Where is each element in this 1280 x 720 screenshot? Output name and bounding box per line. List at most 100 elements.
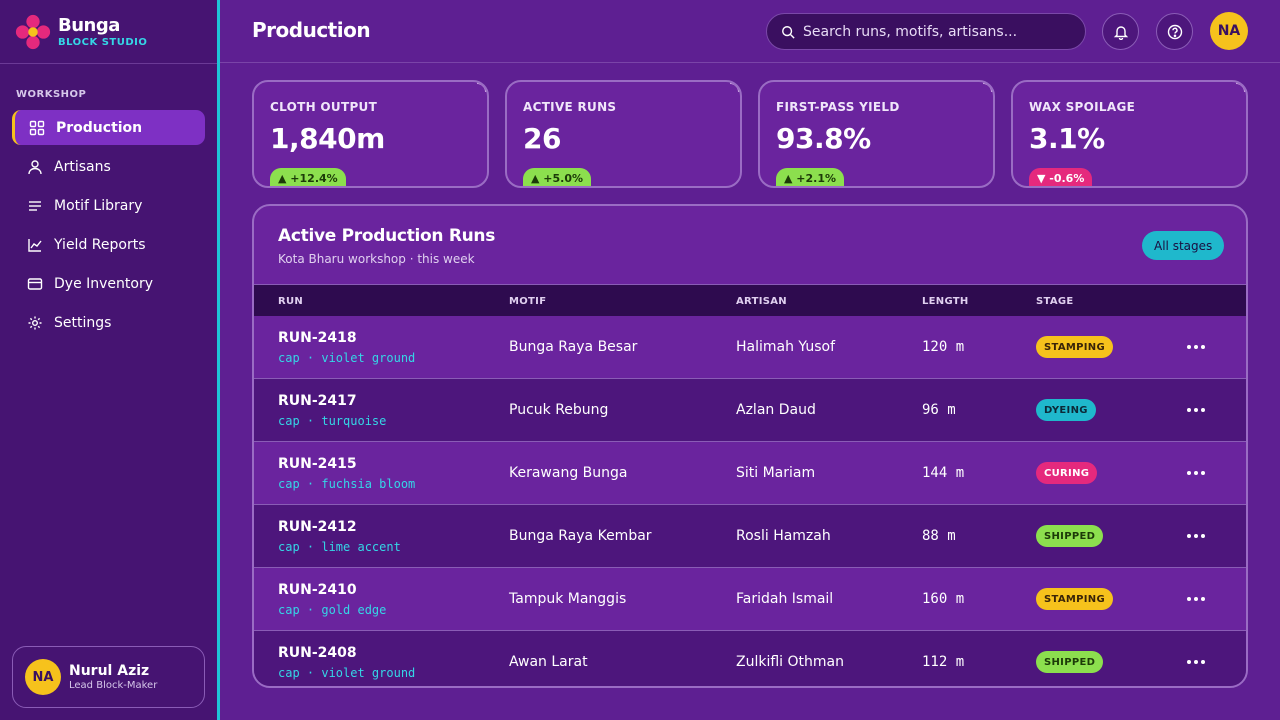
brand-subtitle: BLOCK STUDIO (58, 36, 148, 48)
run-detail: cap · violet ground (278, 351, 416, 365)
flower-logo-icon (15, 14, 51, 50)
card-corner-accent (1236, 82, 1246, 92)
kpi-value: 26 (523, 122, 561, 155)
run-detail: cap · violet ground (278, 666, 416, 680)
kpi-value: 93.8% (776, 122, 871, 155)
kpi-card-active-runs: ACTIVE RUNS 26 ▲ +5.0% (505, 80, 742, 188)
sidebar: Bunga BLOCK STUDIO WORKSHOP Production A… (0, 0, 220, 720)
bell-icon (1113, 25, 1128, 40)
search-icon (782, 25, 795, 39)
table-row[interactable]: RUN-2417 cap · turquoise Pucuk Rebung Az… (254, 379, 1246, 442)
brand-name: Bunga (58, 14, 120, 36)
run-id: RUN-2408 (278, 645, 357, 661)
kpi-card-cloth-output: CLOTH OUTPUT 1,840m ▲ +12.4% (252, 80, 489, 188)
table-row[interactable]: RUN-2415 cap · fuchsia bloom Kerawang Bu… (254, 442, 1246, 505)
motif-cell: Kerawang Bunga (509, 465, 628, 481)
run-id: RUN-2418 (278, 330, 357, 346)
brand-divider (0, 63, 217, 64)
row-menu-button[interactable] (1184, 587, 1208, 611)
nav-section-label: WORKSHOP (16, 89, 87, 100)
stage-badge: SHIPPED (1036, 651, 1104, 673)
table-row[interactable]: RUN-2408 cap · violet ground Awan Larat … (254, 631, 1246, 686)
user-name: Nurul Aziz (69, 663, 150, 679)
more-horizontal-icon (1187, 408, 1205, 412)
sidebar-item-motif-library[interactable]: Motif Library (12, 188, 205, 223)
brand-logo[interactable]: Bunga BLOCK STUDIO (14, 14, 147, 50)
kpi-label: ACTIVE RUNS (523, 100, 617, 114)
sidebar-item-production[interactable]: Production (12, 110, 205, 145)
kpi-label: WAX SPOILAGE (1029, 100, 1136, 114)
motif-cell: Bunga Raya Kembar (509, 528, 652, 544)
column-header-length[interactable]: LENGTH (922, 296, 969, 307)
motif-cell: Pucuk Rebung (509, 402, 609, 418)
header: Production NA (220, 0, 1280, 63)
table-row[interactable]: RUN-2418 cap · violet ground Bunga Raya … (254, 316, 1246, 379)
table-row[interactable]: RUN-2412 cap · lime accent Bunga Raya Ke… (254, 505, 1246, 568)
run-id: RUN-2417 (278, 393, 357, 409)
row-menu-button[interactable] (1184, 650, 1208, 674)
card-corner-accent (477, 82, 487, 92)
kpi-value: 3.1% (1029, 122, 1105, 155)
table-header: RUN MOTIF ARTISAN LENGTH STAGE (254, 284, 1246, 316)
run-id: RUN-2410 (278, 582, 357, 598)
card-icon (26, 275, 44, 293)
sidebar-item-settings[interactable]: Settings (12, 305, 205, 340)
card-corner-accent (983, 82, 993, 92)
artisan-cell: Zulkifli Othman (736, 654, 844, 670)
length-cell: 112 m (922, 654, 965, 670)
row-menu-button[interactable] (1184, 335, 1208, 359)
column-header-stage[interactable]: STAGE (1036, 296, 1074, 307)
row-menu-button[interactable] (1184, 524, 1208, 548)
motif-cell: Bunga Raya Besar (509, 339, 638, 355)
list-icon (26, 197, 44, 215)
run-id: RUN-2415 (278, 456, 357, 472)
card-corner-accent (730, 82, 740, 92)
length-cell: 144 m (922, 465, 965, 481)
column-header-run[interactable]: RUN (278, 296, 304, 307)
length-cell: 96 m (922, 402, 956, 418)
column-header-artisan[interactable]: ARTISAN (736, 296, 787, 307)
table-row[interactable]: RUN-2410 cap · gold edge Tampuk Manggis … (254, 568, 1246, 631)
notifications-button[interactable] (1102, 13, 1139, 50)
row-menu-button[interactable] (1184, 398, 1208, 422)
stage-filter-button[interactable]: All stages (1142, 231, 1225, 260)
sidebar-item-artisans[interactable]: Artisans (12, 149, 205, 184)
stage-badge: CURING (1036, 462, 1098, 484)
run-detail: cap · lime accent (278, 540, 401, 554)
kpi-delta-badge: ▼ -0.6% (1029, 168, 1093, 186)
stage-badge: STAMPING (1036, 336, 1113, 358)
stage-badge: STAMPING (1036, 588, 1113, 610)
run-id: RUN-2412 (278, 519, 357, 535)
kpi-label: CLOTH OUTPUT (270, 100, 378, 114)
help-button[interactable] (1156, 13, 1193, 50)
run-detail: cap · turquoise (278, 414, 387, 428)
production-runs-panel: Active Production Runs Kota Bharu worksh… (252, 204, 1248, 688)
motif-cell: Tampuk Manggis (509, 591, 627, 607)
user-card[interactable]: NA Nurul Aziz Lead Block-Maker (12, 646, 205, 708)
kpi-card-wax-spoilage: WAX SPOILAGE 3.1% ▼ -0.6% (1011, 80, 1248, 188)
stage-badge: DYEING (1036, 399, 1096, 421)
kpi-card-first-pass-yield: FIRST-PASS YIELD 93.8% ▲ +2.1% (758, 80, 995, 188)
search-input[interactable] (803, 23, 1073, 40)
motif-cell: Awan Larat (509, 654, 588, 670)
run-detail: cap · gold edge (278, 603, 387, 617)
user-icon (26, 158, 44, 176)
gear-icon (26, 314, 44, 332)
sidebar-item-dye-inventory[interactable]: Dye Inventory (12, 266, 205, 301)
header-avatar[interactable]: NA (1210, 12, 1248, 50)
panel-title: Active Production Runs (278, 226, 496, 246)
artisan-cell: Azlan Daud (736, 402, 816, 418)
avatar: NA (25, 659, 61, 695)
artisan-cell: Siti Mariam (736, 465, 816, 481)
row-menu-button[interactable] (1184, 461, 1208, 485)
sidebar-item-yield-reports[interactable]: Yield Reports (12, 227, 205, 262)
more-horizontal-icon (1187, 660, 1205, 664)
length-cell: 160 m (922, 591, 965, 607)
user-role: Lead Block-Maker (69, 680, 158, 691)
more-horizontal-icon (1187, 534, 1205, 538)
kpi-delta-badge: ▲ +5.0% (523, 168, 592, 186)
column-header-motif[interactable]: MOTIF (509, 296, 547, 307)
search-box[interactable] (766, 13, 1086, 50)
help-icon (1167, 24, 1182, 39)
sidebar-item-label: Production (56, 119, 143, 136)
